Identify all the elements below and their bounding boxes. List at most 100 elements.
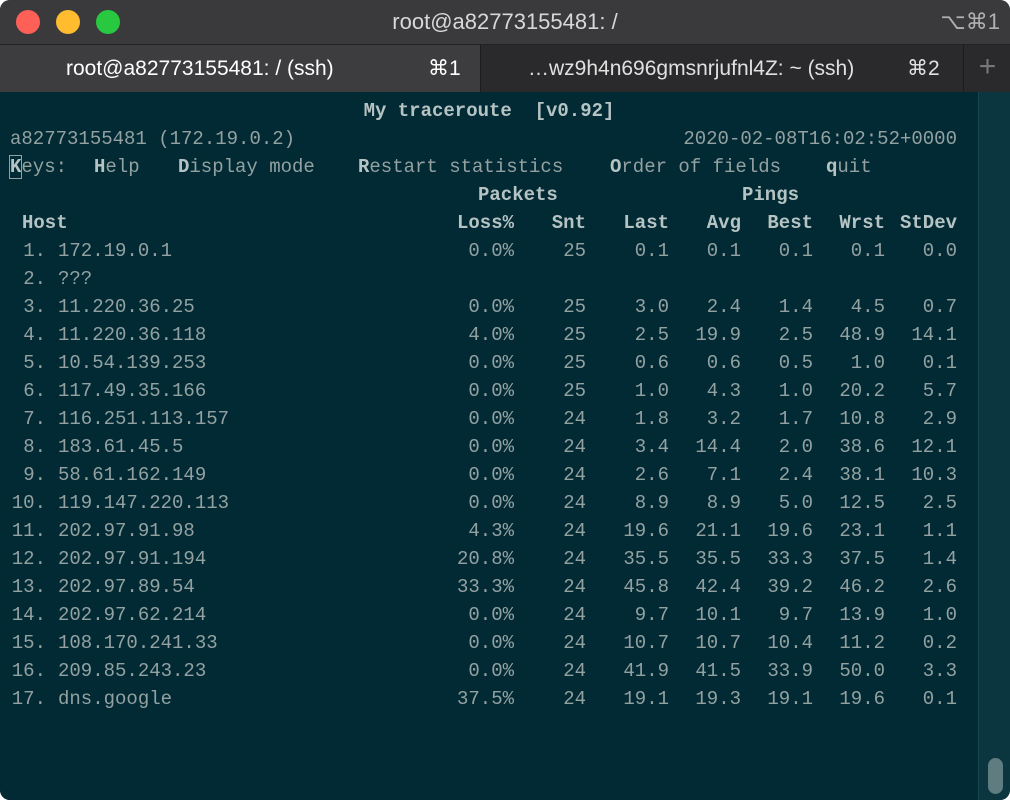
hotkey-label: isplay mode: [189, 156, 315, 178]
hop-loss: 0.0%: [468, 464, 514, 486]
hop-number: 15.: [11, 632, 46, 654]
hop-wrst: 13.9: [839, 604, 885, 626]
hop-host: 209.85.243.23: [58, 660, 207, 682]
hop-avg: 4.3: [706, 380, 741, 402]
tab-2[interactable]: …wz9h4n696gmsnrjufnl4Z: ~ (ssh) ⌘2: [482, 45, 964, 92]
hop-snt: 24: [563, 436, 586, 458]
hop-stdev: 10.3: [911, 464, 957, 486]
key-hint-help: Help: [94, 153, 140, 181]
hop-snt: 24: [563, 576, 586, 598]
hop-stdev: 12.1: [911, 436, 957, 458]
hotkey: q: [826, 156, 838, 178]
hop-avg: 0.1: [706, 240, 741, 262]
hop-best: 19.1: [767, 688, 813, 710]
hop-best: 19.6: [767, 520, 813, 542]
hop-host: 58.61.162.149: [58, 464, 207, 486]
key-hint-orderoffields: Order of fields: [610, 153, 781, 181]
new-tab-button[interactable]: +: [978, 50, 997, 83]
hop-last: 2.6: [634, 464, 669, 486]
hop-best: 2.5: [778, 324, 813, 346]
hop-host: 183.61.45.5: [58, 436, 184, 458]
host-info: a82773155481 (172.19.0.2): [10, 128, 296, 150]
hop-wrst: 1.0: [850, 352, 885, 374]
hop-wrst: 38.6: [839, 436, 885, 458]
hop-avg: 19.9: [695, 324, 741, 346]
column-header-host: Host: [22, 212, 68, 234]
hop-snt: 24: [563, 604, 586, 626]
hop-wrst: 38.1: [839, 464, 885, 486]
hop-loss: 0.0%: [468, 296, 514, 318]
hop-best: 0.1: [778, 240, 813, 262]
hop-avg: 7.1: [706, 464, 741, 486]
hop-host: 202.97.89.54: [58, 576, 195, 598]
hop-wrst: 10.8: [839, 408, 885, 430]
hop-host: 172.19.0.1: [58, 240, 173, 262]
hop-wrst: 4.5: [850, 296, 885, 318]
hop-last: 19.1: [623, 688, 669, 710]
tab-shortcut: ⌘2: [907, 57, 940, 80]
hop-loss: 0.0%: [468, 240, 514, 262]
hop-best: 39.2: [767, 576, 813, 598]
hop-number: 4.: [23, 324, 46, 346]
zoom-button[interactable]: [96, 10, 120, 34]
hop-last: 2.5: [634, 324, 669, 346]
hop-loss: 0.0%: [468, 436, 514, 458]
hop-avg: 14.4: [695, 436, 741, 458]
hotkey-label: uit: [837, 156, 872, 178]
minimize-button[interactable]: [56, 10, 80, 34]
hotkey: R: [358, 156, 370, 178]
hop-last: 0.1: [634, 240, 669, 262]
hop-best: 9.7: [778, 604, 813, 626]
hop-best: 2.4: [778, 464, 813, 486]
hotkey-label: elp: [105, 156, 140, 178]
hop-loss: 37.5%: [456, 688, 514, 710]
scrollbar-thumb[interactable]: [988, 758, 1003, 794]
hop-stdev: 2.6: [922, 576, 957, 598]
hop-loss: 20.8%: [456, 548, 514, 570]
hop-snt: 24: [563, 548, 586, 570]
hop-wrst: 37.5: [839, 548, 885, 570]
hop-wrst: 48.9: [839, 324, 885, 346]
hop-stdev: 0.7: [922, 296, 957, 318]
hop-stdev: 0.0: [922, 240, 957, 262]
hop-stdev: 2.5: [922, 492, 957, 514]
hop-host: ???: [58, 268, 93, 290]
hop-loss: 0.0%: [468, 380, 514, 402]
hop-avg: 21.1: [695, 520, 741, 542]
hop-avg: 10.1: [695, 604, 741, 626]
hop-avg: 41.5: [695, 660, 741, 682]
hop-avg: 2.4: [706, 296, 741, 318]
hop-last: 45.8: [623, 576, 669, 598]
hop-avg: 8.9: [706, 492, 741, 514]
scrollbar[interactable]: [978, 92, 1010, 800]
hop-snt: 25: [563, 380, 586, 402]
hop-best: 2.0: [778, 436, 813, 458]
hop-avg: 19.3: [695, 688, 741, 710]
terminal-content[interactable]: My traceroute [v0.92] a82773155481 (172.…: [0, 92, 978, 800]
hop-loss: 0.0%: [468, 660, 514, 682]
hop-loss: 0.0%: [468, 604, 514, 626]
hop-host: 116.251.113.157: [58, 408, 230, 430]
hop-avg: 3.2: [706, 408, 741, 430]
hop-snt: 24: [563, 660, 586, 682]
hop-avg: 0.6: [706, 352, 741, 374]
hop-stdev: 14.1: [911, 324, 957, 346]
hop-host: 202.97.91.194: [58, 548, 207, 570]
hop-last: 10.7: [623, 632, 669, 654]
hop-snt: 24: [563, 492, 586, 514]
hop-avg: 10.7: [695, 632, 741, 654]
hop-snt: 25: [563, 324, 586, 346]
hop-snt: 25: [563, 352, 586, 374]
hop-stdev: 0.2: [922, 632, 957, 654]
hop-last: 1.8: [634, 408, 669, 430]
hop-number: 16.: [11, 660, 46, 682]
hop-stdev: 2.9: [922, 408, 957, 430]
hop-number: 1.: [23, 240, 46, 262]
column-header-snt: Snt: [551, 212, 586, 234]
hop-loss: 0.0%: [468, 632, 514, 654]
close-button[interactable]: [16, 10, 40, 34]
hop-number: 13.: [11, 576, 46, 598]
tab-1[interactable]: root@a82773155481: / (ssh) ⌘1: [0, 45, 481, 92]
hop-host: 11.220.36.118: [58, 324, 207, 346]
